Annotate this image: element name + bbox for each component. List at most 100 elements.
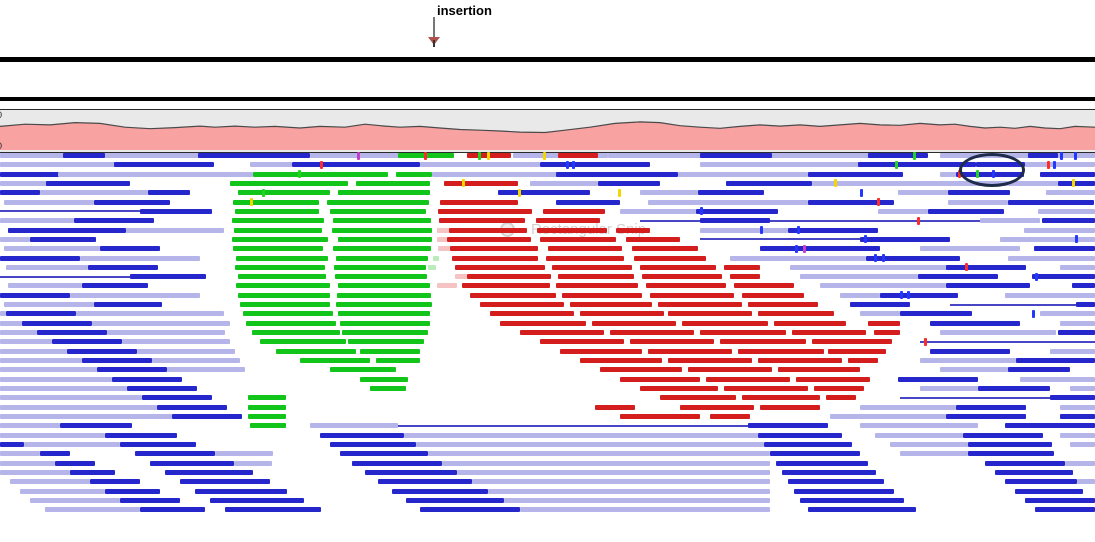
read-segment bbox=[562, 292, 642, 298]
read-segment bbox=[0, 395, 142, 401]
read-segment bbox=[592, 320, 676, 326]
read-segment bbox=[1005, 479, 1077, 485]
mismatch-tick bbox=[877, 198, 880, 207]
read-segment bbox=[428, 264, 436, 270]
read-segment bbox=[404, 432, 758, 438]
read-segment bbox=[340, 451, 428, 457]
read-segment bbox=[552, 264, 632, 270]
read-segment bbox=[1005, 423, 1095, 429]
read-segment bbox=[442, 460, 770, 466]
read-segment bbox=[447, 236, 531, 242]
read-segment bbox=[940, 153, 1095, 158]
read-segment bbox=[866, 255, 960, 261]
read-segment bbox=[1020, 376, 1095, 382]
read-segment bbox=[439, 218, 525, 224]
read-segment bbox=[940, 367, 1008, 373]
read-segment bbox=[812, 339, 892, 345]
read-segment bbox=[243, 311, 333, 317]
read-segment bbox=[490, 311, 574, 317]
read-segment bbox=[730, 274, 760, 280]
coverage-fill bbox=[0, 121, 1095, 150]
read-segment bbox=[950, 303, 1076, 306]
read-segment bbox=[1005, 292, 1095, 298]
read-segment bbox=[600, 367, 682, 373]
mismatch-tick bbox=[882, 254, 885, 263]
read-segment bbox=[392, 488, 488, 494]
read-segment bbox=[40, 451, 70, 457]
read-segment bbox=[336, 302, 432, 308]
read-segment bbox=[292, 162, 420, 168]
read-segment bbox=[598, 180, 660, 186]
read-segment bbox=[416, 441, 764, 447]
read-segment bbox=[320, 432, 404, 438]
read-segment bbox=[540, 162, 650, 168]
read-segment bbox=[1032, 274, 1095, 280]
mismatch-tick bbox=[860, 188, 863, 197]
read-segment bbox=[1060, 432, 1095, 438]
read-segment bbox=[365, 469, 457, 475]
read-segment bbox=[252, 330, 340, 336]
read-segment bbox=[157, 404, 227, 410]
read-segment bbox=[60, 423, 132, 429]
read-segment bbox=[112, 376, 182, 382]
read-segment bbox=[356, 180, 430, 186]
read-segment bbox=[760, 246, 880, 252]
read-segment bbox=[360, 376, 408, 382]
read-segment bbox=[0, 441, 24, 447]
read-segment bbox=[4, 199, 94, 205]
read-segment bbox=[310, 423, 398, 429]
read-segment bbox=[878, 208, 928, 214]
read-segment bbox=[758, 358, 842, 364]
read-segment bbox=[232, 236, 328, 242]
read-segment bbox=[480, 302, 564, 308]
read-segment bbox=[396, 171, 432, 177]
read-segment bbox=[76, 311, 224, 317]
read-segment bbox=[232, 218, 324, 224]
read-segment bbox=[648, 348, 732, 354]
read-segment bbox=[0, 171, 60, 177]
read-segment bbox=[165, 469, 253, 475]
read-segment bbox=[0, 386, 127, 391]
read-segment bbox=[556, 283, 638, 289]
mismatch-tick bbox=[797, 226, 800, 235]
read-segment bbox=[360, 348, 420, 354]
read-segment bbox=[875, 432, 963, 438]
read-segment bbox=[198, 153, 310, 158]
mismatch-tick bbox=[907, 291, 910, 300]
read-segment bbox=[340, 320, 430, 326]
read-segment bbox=[778, 367, 860, 373]
read-segment bbox=[92, 320, 230, 326]
read-segment bbox=[0, 190, 40, 196]
read-segment bbox=[646, 283, 726, 289]
read-segment bbox=[0, 236, 30, 242]
read-segment bbox=[812, 180, 1008, 186]
read-segment bbox=[105, 432, 177, 438]
mismatch-tick bbox=[917, 216, 920, 225]
reference-line-upper bbox=[0, 57, 1095, 62]
read-segment bbox=[980, 218, 1040, 224]
read-segment bbox=[1024, 227, 1095, 233]
mismatch-tick bbox=[487, 151, 490, 160]
read-segment bbox=[107, 330, 225, 336]
read-segment bbox=[337, 292, 431, 298]
read-segment bbox=[37, 330, 107, 336]
mismatch-tick bbox=[1035, 272, 1038, 281]
read-segment bbox=[630, 339, 714, 345]
read-segment bbox=[260, 339, 346, 345]
read-segment bbox=[215, 451, 273, 457]
read-segment bbox=[956, 404, 1026, 410]
read-segment bbox=[868, 320, 900, 326]
read-segment bbox=[90, 479, 140, 485]
read-segment bbox=[58, 171, 253, 177]
read-segment bbox=[63, 153, 105, 158]
read-segment bbox=[97, 367, 167, 373]
mismatch-tick bbox=[320, 160, 323, 169]
read-segment bbox=[142, 395, 212, 401]
read-segment bbox=[770, 451, 860, 457]
read-segment bbox=[700, 162, 860, 168]
mismatch-tick bbox=[572, 160, 575, 169]
read-segment bbox=[500, 320, 586, 326]
read-segment bbox=[233, 246, 323, 252]
read-segment bbox=[0, 358, 82, 364]
